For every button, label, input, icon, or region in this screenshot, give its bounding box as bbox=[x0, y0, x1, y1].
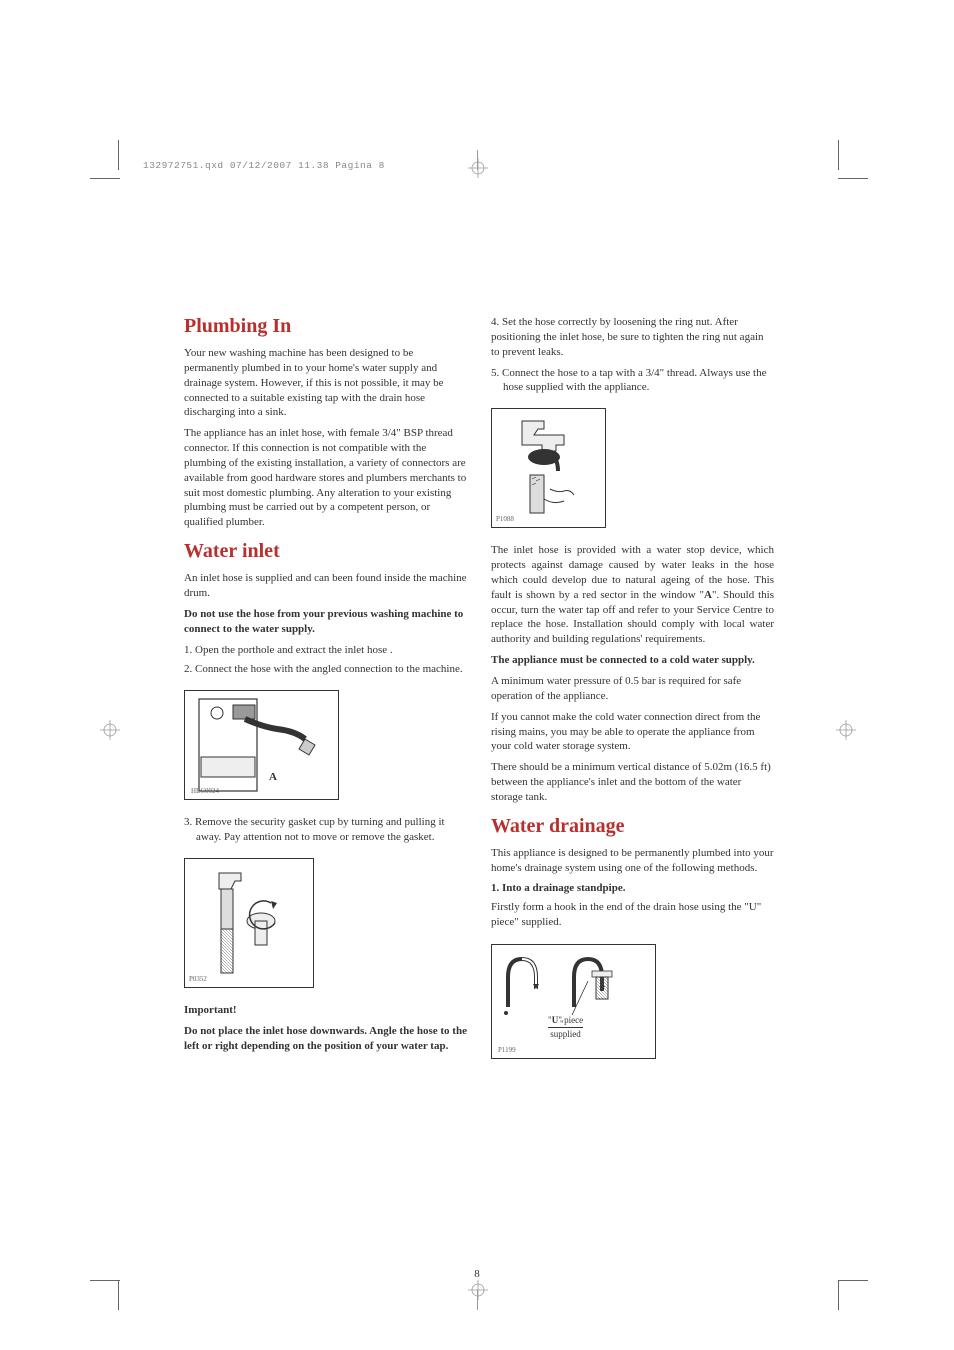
important-text: Do not place the inlet hose downwards. A… bbox=[184, 1024, 467, 1054]
crop-mark bbox=[838, 1280, 868, 1281]
crop-mark bbox=[118, 1280, 119, 1310]
figure-label: P1088 bbox=[496, 515, 514, 523]
paragraph: This appliance is designed to be permane… bbox=[491, 846, 774, 876]
figure-label: HEC0024 bbox=[191, 787, 219, 795]
heading-water-inlet: Water inlet bbox=[184, 540, 467, 563]
right-column: 4. Set the hose correctly by loosening t… bbox=[491, 315, 774, 1074]
figure-machine-back: HEC0024 A bbox=[184, 690, 339, 800]
method-1-heading: 1. Into a drainage standpipe. bbox=[491, 881, 774, 896]
paragraph: An inlet hose is supplied and can been f… bbox=[184, 571, 467, 601]
content-area: Plumbing In Your new washing machine has… bbox=[184, 315, 774, 1074]
step-5: 5. Connect the hose to a tap with a 3/4"… bbox=[491, 366, 774, 396]
paragraph: Your new washing machine has been design… bbox=[184, 346, 467, 420]
crop-mark bbox=[838, 1280, 839, 1310]
u-piece-label-1: "U" piece bbox=[548, 1015, 583, 1026]
step-2: 2. Connect the hose with the angled conn… bbox=[184, 662, 467, 677]
crop-mark bbox=[118, 140, 119, 170]
figure-u-piece: " "U" piece supplied P1199 bbox=[491, 944, 656, 1059]
registration-mark-right bbox=[836, 720, 856, 740]
crop-mark bbox=[90, 178, 120, 179]
crop-mark bbox=[838, 140, 839, 170]
step-3: 3. Remove the security gasket cup by tur… bbox=[184, 815, 467, 845]
print-slug: 132972751.qxd 07/12/2007 11.38 Pagina 8 bbox=[143, 160, 385, 171]
figure-label: P0352 bbox=[189, 975, 207, 983]
step-list: 5. Connect the hose to a tap with a 3/4"… bbox=[491, 366, 774, 396]
page-number: 8 bbox=[0, 1268, 954, 1280]
paragraph: Firstly form a hook in the end of the dr… bbox=[491, 900, 774, 930]
paragraph: A minimum water pressure of 0.5 bar is r… bbox=[491, 674, 774, 704]
step-list: 1. Open the porthole and extract the inl… bbox=[184, 643, 467, 678]
registration-mark-left bbox=[100, 720, 120, 740]
left-column: Plumbing In Your new washing machine has… bbox=[184, 315, 467, 1074]
paragraph: The inlet hose is provided with a water … bbox=[491, 543, 774, 647]
heading-water-drainage: Water drainage bbox=[491, 815, 774, 838]
crop-mark bbox=[90, 1280, 120, 1281]
registration-mark-bottom bbox=[468, 1280, 488, 1300]
crop-mark bbox=[838, 178, 868, 179]
step-4: 4. Set the hose correctly by loosening t… bbox=[491, 315, 774, 360]
fold-line bbox=[477, 150, 478, 170]
figure-gasket-cup: P0352 bbox=[184, 858, 314, 988]
paragraph: There should be a minimum vertical dista… bbox=[491, 760, 774, 805]
figure-callout-a: A bbox=[269, 771, 277, 783]
step-list: 3. Remove the security gasket cup by tur… bbox=[184, 815, 467, 845]
important-label: Important! bbox=[184, 1003, 467, 1018]
u-piece-label-2: supplied bbox=[548, 1027, 583, 1040]
warning-text: Do not use the hose from your previous w… bbox=[184, 607, 467, 637]
figure-label: P1199 bbox=[498, 1046, 516, 1054]
registration-mark-top bbox=[468, 158, 488, 178]
figure-tap-connection: P1088 bbox=[491, 408, 606, 528]
paragraph: The appliance has an inlet hose, with fe… bbox=[184, 426, 467, 530]
page: 132972751.qxd 07/12/2007 11.38 Pagina 8 … bbox=[0, 0, 954, 1350]
fold-line bbox=[477, 1290, 478, 1310]
heading-plumbing-in: Plumbing In bbox=[184, 315, 467, 338]
step-1: 1. Open the porthole and extract the inl… bbox=[184, 643, 467, 658]
paragraph: If you cannot make the cold water connec… bbox=[491, 710, 774, 755]
cold-supply-note: The appliance must be connected to a col… bbox=[491, 653, 774, 668]
